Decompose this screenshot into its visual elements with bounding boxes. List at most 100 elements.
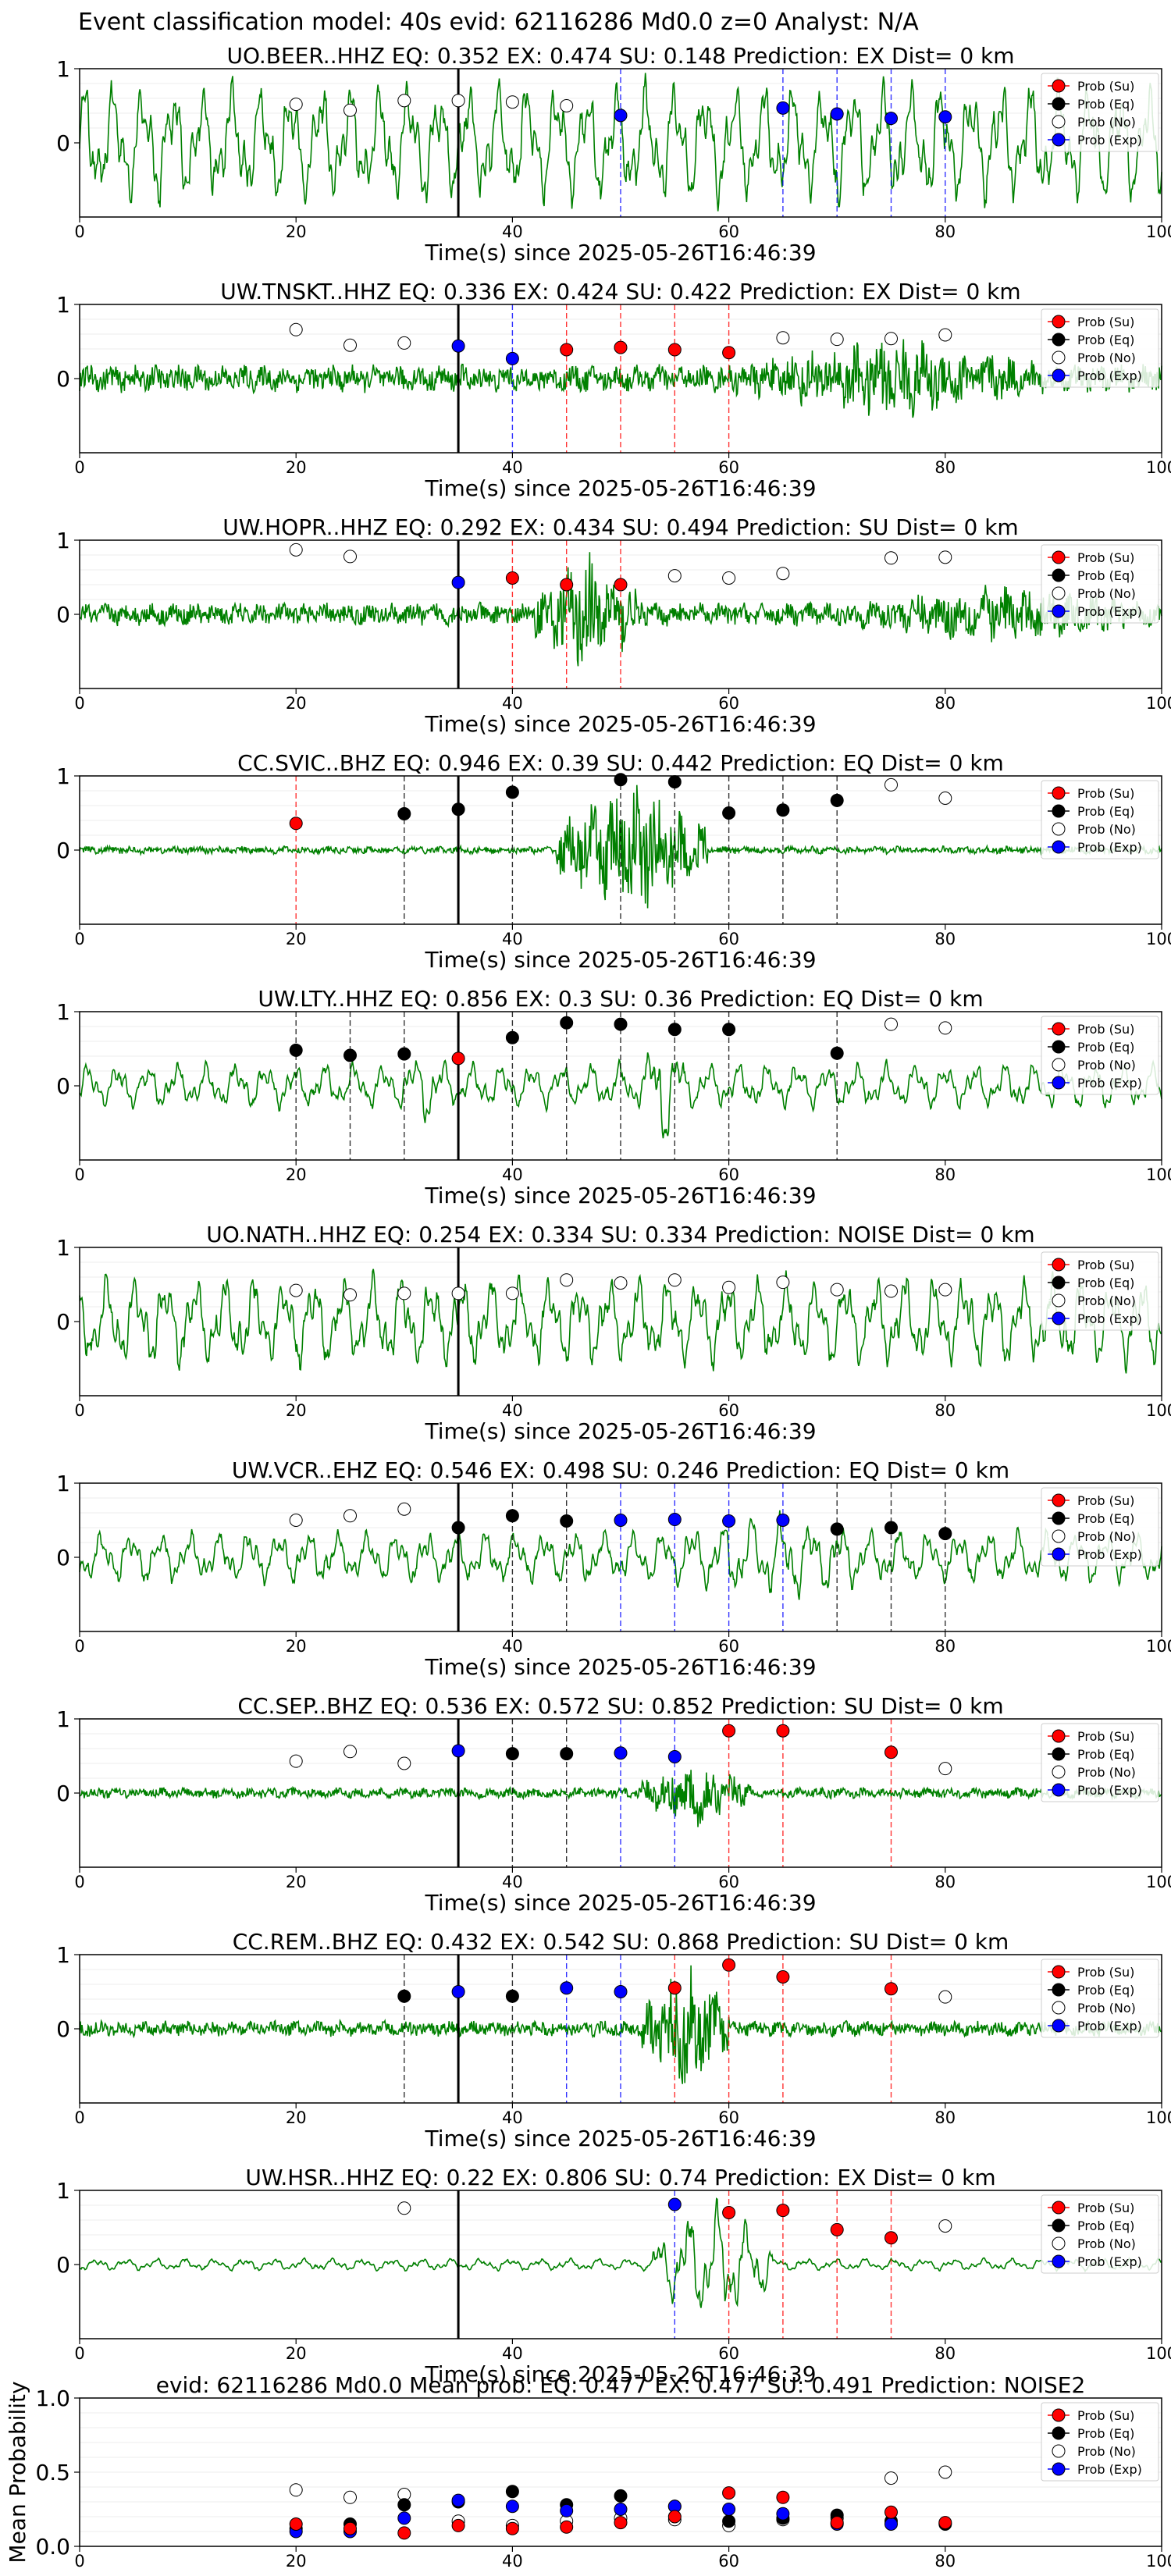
prob-marker-exp xyxy=(451,575,465,589)
x-tick-label: 40 xyxy=(502,2344,523,2363)
legend-box xyxy=(1041,780,1159,859)
legend-marker-su xyxy=(1052,550,1066,564)
legend-marker-eq xyxy=(1052,804,1066,818)
prob-marker-exp xyxy=(667,1513,682,1527)
legend-marker-eq xyxy=(1052,97,1066,111)
prob-marker-no xyxy=(830,333,844,347)
y-tick-label: 0 xyxy=(56,838,70,863)
prob-marker-eq xyxy=(560,1747,574,1761)
mean-prob-marker-eq xyxy=(505,2485,519,2499)
x-tick-label: 100 xyxy=(1146,1637,1171,1656)
prob-marker-su xyxy=(667,343,682,357)
y-tick-label: 0 xyxy=(56,366,70,392)
legend-label-eq: Prob (Eq) xyxy=(1077,1983,1134,1998)
mean-probability-panel: evid: 62116286 Md0.0 Mean prob: EQ: 0.47… xyxy=(5,2372,1171,2571)
y-tick-label: 0 xyxy=(56,1545,70,1571)
prob-marker-exp xyxy=(830,107,844,121)
legend-label-su: Prob (Su) xyxy=(1077,79,1134,94)
legend-box xyxy=(1041,1251,1159,1331)
mean-prob-marker-su xyxy=(289,2517,303,2531)
x-tick-label: 20 xyxy=(286,1637,307,1656)
legend-label-eq: Prob (Eq) xyxy=(1077,1747,1134,1762)
x-tick-label: 100 xyxy=(1146,694,1171,713)
mean-prob-marker-su xyxy=(397,2526,411,2540)
x-tick-label: 100 xyxy=(1146,1165,1171,1184)
panels: UO.BEER..HHZ EQ: 0.352 EX: 0.474 SU: 0.1… xyxy=(5,43,1171,2571)
x-tick-label: 0 xyxy=(74,2108,84,2127)
waveform-panel-1: UO.BEER..HHZ EQ: 0.352 EX: 0.474 SU: 0.1… xyxy=(56,43,1171,265)
prob-marker-eq xyxy=(667,775,682,789)
x-axis-label: Time(s) since 2025-05-26T16:46:39 xyxy=(424,2361,816,2387)
x-tick-label: 0 xyxy=(74,2552,84,2571)
prob-marker-su xyxy=(830,2222,844,2236)
waveform-panel-5: UW.LTY..HHZ EQ: 0.856 EX: 0.3 SU: 0.36 P… xyxy=(56,986,1171,1208)
panel-title: UW.HOPR..HHZ EQ: 0.292 EX: 0.434 SU: 0.4… xyxy=(222,514,1018,540)
x-tick-label: 20 xyxy=(286,2108,307,2127)
prob-marker-su xyxy=(560,578,574,592)
prob-marker-su xyxy=(667,1981,682,1995)
y-tick-label: 0 xyxy=(56,2252,70,2278)
legend-marker-no xyxy=(1052,350,1066,365)
prob-marker-exp xyxy=(614,1746,628,1760)
x-tick-label: 80 xyxy=(934,2344,956,2363)
legend-marker-su xyxy=(1052,1493,1066,1507)
legend-marker-eq xyxy=(1052,568,1066,582)
x-tick-label: 0 xyxy=(74,1401,84,1420)
legend-marker-exp xyxy=(1052,1783,1066,1797)
mean-prob-marker-exp xyxy=(722,2503,736,2516)
prob-marker-eq xyxy=(614,773,628,787)
legend-box xyxy=(1041,2194,1159,2274)
x-axis-label: Time(s) since 2025-05-26T16:46:39 xyxy=(424,1654,816,1680)
y-tick-label: 0.5 xyxy=(35,2460,70,2485)
prob-marker-eq xyxy=(776,803,790,817)
legend-marker-exp xyxy=(1052,1311,1066,1325)
mean-prob-marker-exp xyxy=(505,2500,519,2514)
prob-marker-su xyxy=(884,1982,898,1996)
prob-marker-exp xyxy=(451,1744,465,1758)
panel-title: UW.LTY..HHZ EQ: 0.856 EX: 0.3 SU: 0.36 P… xyxy=(258,986,983,1012)
x-tick-label: 0 xyxy=(74,1873,84,1891)
legend-label-exp: Prob (Exp) xyxy=(1077,2019,1142,2033)
x-tick-label: 20 xyxy=(286,458,307,477)
x-tick-label: 80 xyxy=(934,1637,956,1656)
x-tick-label: 0 xyxy=(74,930,84,948)
x-tick-label: 40 xyxy=(502,222,523,241)
legend-marker-eq xyxy=(1052,1983,1066,1997)
x-tick-label: 40 xyxy=(502,1401,523,1420)
x-tick-label: 60 xyxy=(718,930,739,948)
legend-marker-eq xyxy=(1052,333,1066,347)
prob-marker-eq xyxy=(938,1527,952,1541)
x-tick-label: 20 xyxy=(286,694,307,713)
x-tick-label: 0 xyxy=(74,222,84,241)
x-axis-label: Time(s) since 2025-05-26T16:46:39 xyxy=(424,240,816,265)
x-tick-label: 20 xyxy=(286,222,307,241)
mean-prob-marker-no xyxy=(884,2471,898,2485)
prob-marker-no xyxy=(343,1745,357,1759)
prob-marker-no xyxy=(722,571,736,585)
x-tick-label: 80 xyxy=(934,222,956,241)
panel-title: UW.TNSKT..HHZ EQ: 0.336 EX: 0.424 SU: 0.… xyxy=(220,279,1020,304)
waveform-panel-9: CC.REM..BHZ EQ: 0.432 EX: 0.542 SU: 0.86… xyxy=(56,1929,1171,2151)
waveform-trace xyxy=(79,1268,1162,1374)
legend-marker-no xyxy=(1052,2444,1066,2458)
waveform-trace xyxy=(79,2197,1162,2308)
prob-marker-no xyxy=(343,1509,357,1523)
legend-marker-exp xyxy=(1052,2462,1066,2476)
prob-marker-eq xyxy=(505,1030,519,1044)
legend-marker-su xyxy=(1052,79,1066,93)
prob-marker-eq xyxy=(451,1521,465,1535)
prob-marker-no xyxy=(560,1273,574,1287)
y-tick-label: 1 xyxy=(56,528,70,553)
legend-marker-su xyxy=(1052,315,1066,329)
legend-label-exp: Prob (Exp) xyxy=(1077,2254,1142,2269)
prob-marker-eq xyxy=(397,1989,411,2003)
prob-marker-exp xyxy=(938,110,952,124)
prob-marker-eq xyxy=(505,1747,519,1761)
y-tick-label: 0 xyxy=(56,1309,70,1335)
x-tick-label: 80 xyxy=(934,458,956,477)
legend-marker-exp xyxy=(1052,368,1066,382)
legend-marker-eq xyxy=(1052,1040,1066,1054)
legend-label-eq: Prob (Eq) xyxy=(1077,1511,1134,1526)
prob-marker-no xyxy=(343,1288,357,1302)
legend-box xyxy=(1041,2402,1159,2482)
